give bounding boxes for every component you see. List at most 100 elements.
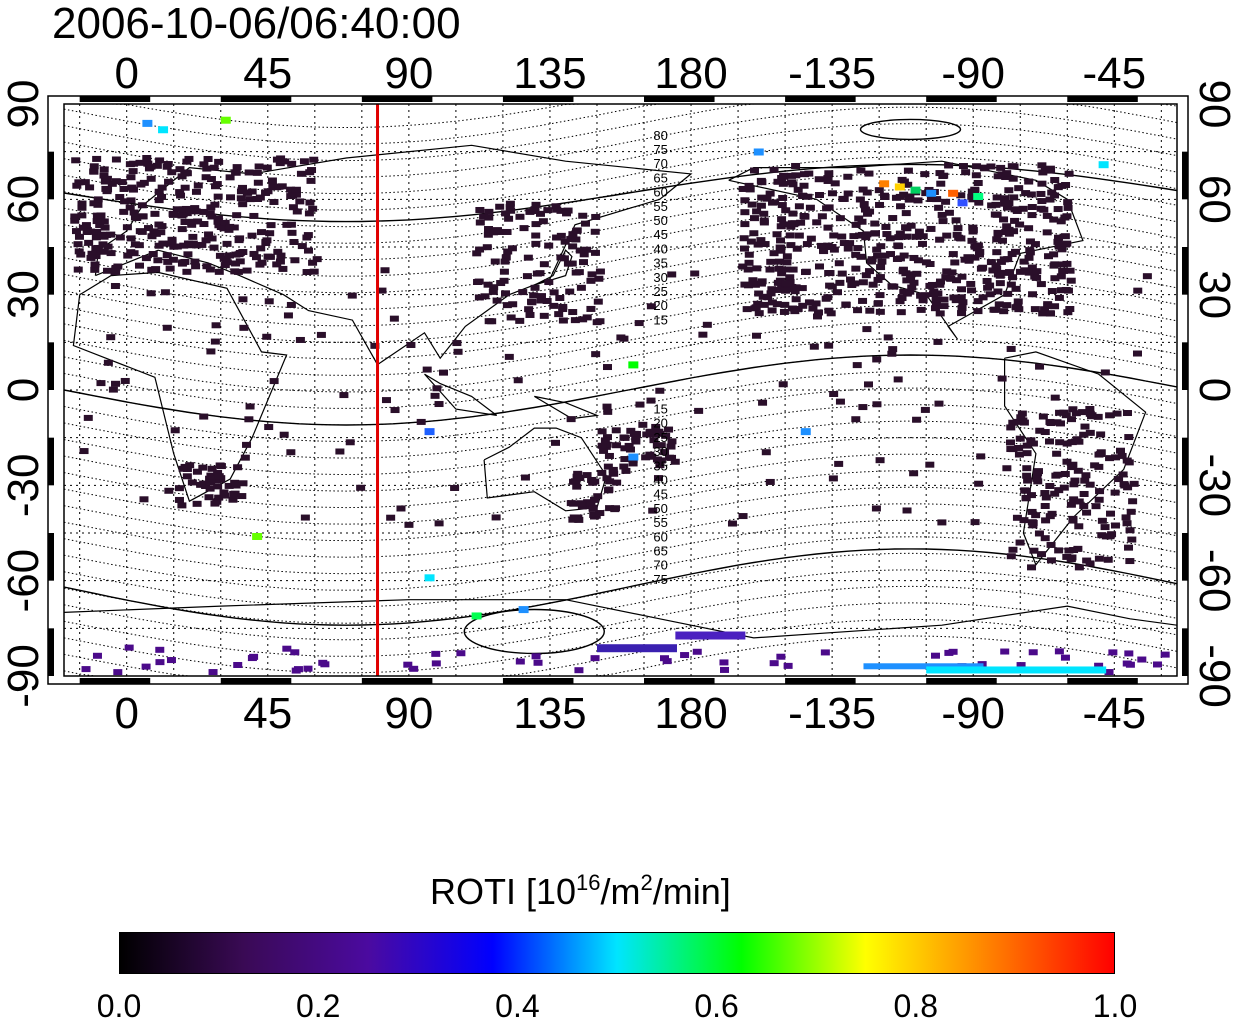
- roti-cell: [853, 245, 863, 252]
- roti-cell: [791, 284, 801, 291]
- roti-cell: [569, 514, 579, 521]
- roti-cell: [1049, 251, 1059, 258]
- axis-bar-segment: [1182, 247, 1188, 295]
- colorbar-title-mid: /m: [600, 871, 641, 912]
- roti-cell: [852, 362, 862, 369]
- roti-cell: [146, 175, 156, 182]
- roti-cell: [1002, 465, 1012, 472]
- roti-cell: [119, 208, 129, 215]
- roti-cell: [1066, 556, 1076, 563]
- roti-cell: [765, 266, 775, 273]
- roti-cell: [759, 217, 769, 224]
- roti-cell: [1040, 502, 1050, 509]
- roti-cell: [993, 229, 1003, 236]
- roti-cell: [251, 254, 261, 261]
- roti-cell: [932, 196, 942, 203]
- roti-cell: [611, 427, 621, 434]
- roti-cell: [783, 662, 793, 669]
- roti-cell: [182, 473, 192, 480]
- roti-cell: [817, 213, 827, 220]
- roti-cell: [377, 287, 387, 294]
- roti-cell: [261, 189, 271, 196]
- roti-cell: [238, 480, 248, 487]
- roti-cell: [178, 465, 188, 472]
- roti-band: [926, 666, 1107, 674]
- roti-cell: [297, 243, 307, 250]
- roti-cell: [318, 659, 328, 666]
- roti-cell: [295, 198, 305, 205]
- roti-cell: [1121, 514, 1131, 521]
- roti-cell: [73, 241, 83, 248]
- roti-cell: [124, 644, 134, 651]
- lat-label-right: 60: [1190, 175, 1239, 224]
- roti-cell: [403, 661, 413, 668]
- axis-bar-segment: [48, 247, 54, 295]
- roti-cell: [235, 258, 245, 265]
- roti-cell: [1009, 163, 1019, 170]
- roti-cell: [290, 649, 300, 656]
- roti-cell: [602, 403, 612, 410]
- roti-cell: [1050, 177, 1060, 184]
- roti-cell: [1030, 306, 1040, 313]
- roti-cell: [667, 454, 677, 461]
- roti-cell: [1103, 556, 1113, 563]
- roti-cell: [594, 275, 604, 282]
- roti-cell: [168, 211, 178, 218]
- roti-cell: [999, 256, 1009, 263]
- roti-cell: [111, 380, 121, 387]
- roti-cell: [1133, 287, 1143, 294]
- roti-cell: [1006, 424, 1016, 431]
- roti-cell: [456, 650, 466, 657]
- roti-cell: [570, 317, 580, 324]
- roti-cell: [102, 175, 112, 182]
- roti-cell: [1000, 195, 1010, 202]
- roti-cell: [155, 157, 165, 164]
- roti-cell: [904, 196, 914, 203]
- roti-cell: [909, 279, 919, 286]
- roti-cell: [875, 274, 885, 281]
- roti-cell: [1118, 471, 1128, 478]
- roti-cell: [814, 176, 824, 183]
- axis-bar-segment: [48, 628, 54, 676]
- roti-cell: [936, 180, 946, 187]
- roti-cell: [123, 252, 133, 259]
- roti-cell: [92, 228, 102, 235]
- roti-cell: [595, 318, 605, 325]
- axis-bar-segment: [361, 96, 433, 102]
- roti-cell: [529, 208, 539, 215]
- roti-cell: [1115, 447, 1125, 454]
- roti-cell: [589, 511, 599, 518]
- magnetic-contours: [64, 104, 1177, 676]
- roti-cell: [778, 194, 788, 201]
- roti-cell: [762, 195, 772, 202]
- roti-map: 8075706560555045403530252015152025303540…: [0, 49, 1239, 738]
- roti-cell: [950, 259, 960, 266]
- roti-cell: [495, 203, 505, 210]
- roti-cell: [595, 510, 605, 517]
- roti-cell: [99, 166, 109, 173]
- roti-cell: [199, 161, 209, 168]
- roti-cell: [1137, 656, 1147, 663]
- roti-cell: [90, 266, 100, 273]
- roti-cell: [513, 377, 523, 384]
- roti-cell: [287, 229, 297, 236]
- roti-cell: [899, 252, 909, 259]
- roti-cell: [937, 211, 947, 218]
- roti-cell: [1153, 661, 1163, 668]
- roti-cell: [175, 189, 185, 196]
- roti-cell: [797, 285, 807, 292]
- roti-cell: [533, 659, 543, 666]
- roti-cell: [167, 169, 177, 176]
- roti-cell: [117, 179, 127, 186]
- roti-cell: [1080, 423, 1090, 430]
- roti-cell: [829, 246, 839, 253]
- contour-line: [64, 635, 1177, 676]
- roti-cell: [1079, 502, 1089, 509]
- roti-cell: [1124, 434, 1134, 441]
- roti-cell: [765, 190, 775, 197]
- roti-cell: [930, 305, 940, 312]
- roti-cell: [102, 188, 112, 195]
- roti-cell: [178, 206, 188, 213]
- roti-cell-highlight: [894, 183, 905, 191]
- roti-cell: [551, 439, 561, 446]
